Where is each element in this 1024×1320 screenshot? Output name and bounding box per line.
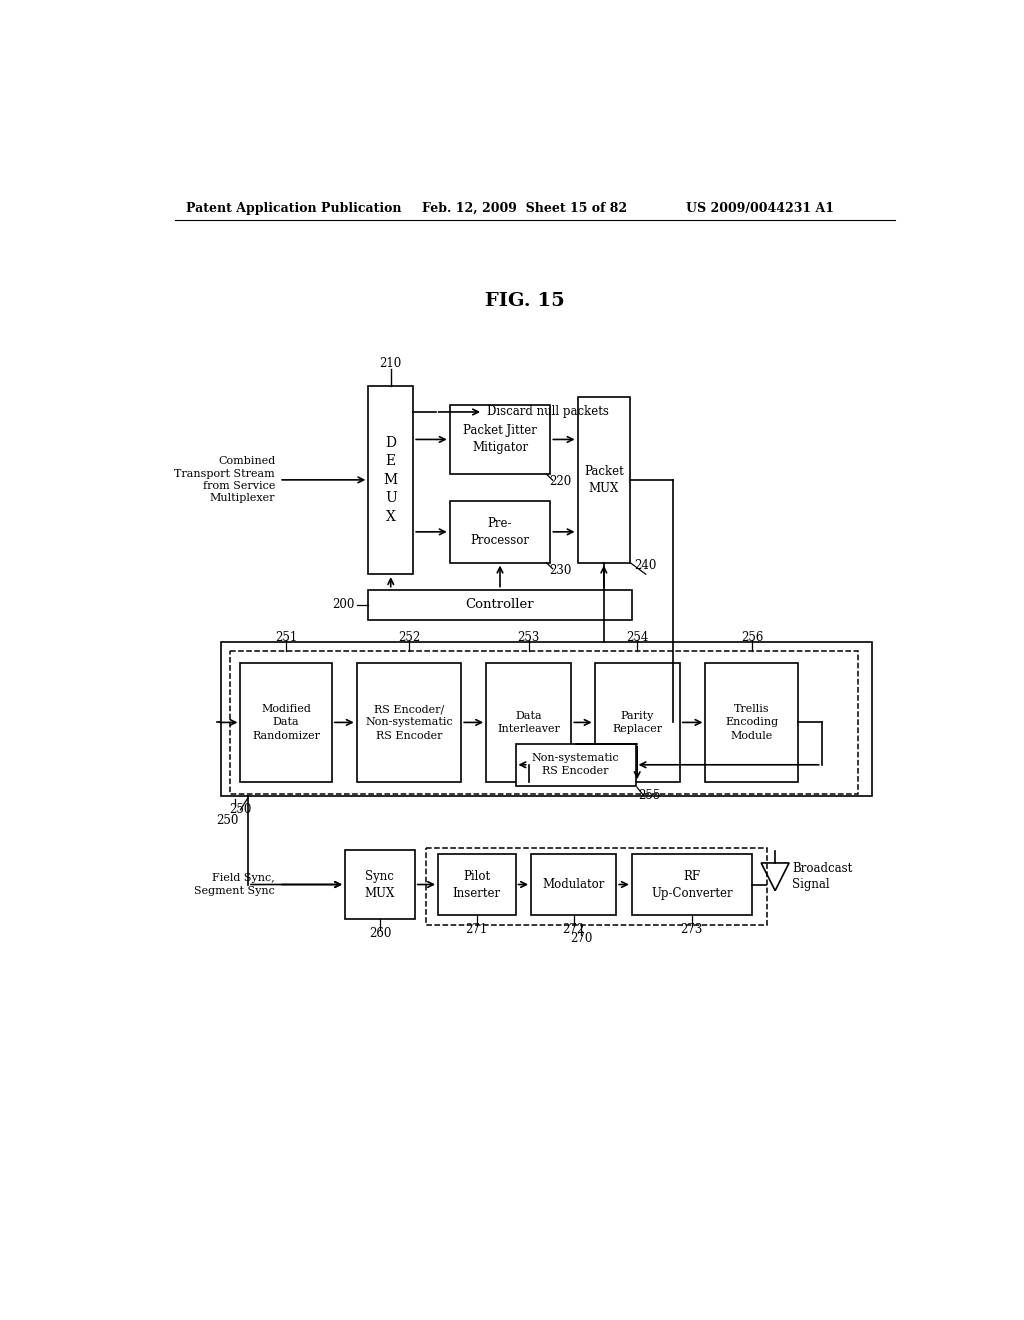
Text: 200: 200 [332,598,354,611]
Text: 230: 230 [549,564,571,577]
Bar [450,502,550,562]
Text: Patent Application Publication: Patent Application Publication [186,202,401,215]
Bar [221,642,872,796]
Bar [450,405,550,474]
Text: Feb. 12, 2009  Sheet 15 of 82: Feb. 12, 2009 Sheet 15 of 82 [423,202,628,215]
Bar [438,854,515,915]
Bar [241,663,332,781]
Text: Broadcast
Signal: Broadcast Signal [793,862,852,891]
Text: 253: 253 [517,631,540,644]
Text: 254: 254 [626,631,648,644]
Bar [632,854,752,915]
Text: 252: 252 [397,631,420,644]
Text: Packet
MUX: Packet MUX [584,465,624,495]
Bar [369,590,632,620]
Text: 272: 272 [562,923,585,936]
Text: Field Sync,
Segment Sync: Field Sync, Segment Sync [195,874,275,896]
Text: 220: 220 [549,475,571,488]
Bar [356,663,461,781]
Text: FIG. 15: FIG. 15 [485,292,564,310]
Text: Parity
Replacer: Parity Replacer [612,711,663,734]
Text: 271: 271 [466,923,487,936]
Text: 270: 270 [570,932,593,945]
Bar [515,743,636,785]
Text: 240: 240 [634,558,656,572]
Text: Packet Jitter
Mitigator: Packet Jitter Mitigator [463,425,537,454]
Text: 273: 273 [681,923,703,936]
Bar [531,854,616,915]
Text: 260: 260 [369,927,391,940]
Text: 250: 250 [216,814,239,828]
Text: Modified
Data
Randomizer: Modified Data Randomizer [252,705,321,741]
Text: 255: 255 [638,789,660,803]
Bar [595,663,680,781]
Bar [345,850,415,919]
Text: 250: 250 [228,804,251,816]
Bar [706,663,799,781]
Text: 210: 210 [380,358,401,371]
Text: Data
Interleaver: Data Interleaver [498,711,560,734]
Text: Discard null packets: Discard null packets [486,405,608,418]
Text: RF
Up-Converter: RF Up-Converter [651,870,732,899]
Text: Pilot
Inserter: Pilot Inserter [453,870,501,899]
Text: Combined
Transport Stream
from Service
Multiplexer: Combined Transport Stream from Service M… [174,457,275,503]
Text: RS Encoder/
Non-systematic
RS Encoder: RS Encoder/ Non-systematic RS Encoder [366,705,453,741]
Text: US 2009/0044231 A1: US 2009/0044231 A1 [686,202,834,215]
Text: Pre-
Processor: Pre- Processor [470,517,529,546]
Bar [369,385,414,574]
Bar [230,651,858,793]
Text: Trellis
Encoding
Module: Trellis Encoding Module [725,705,778,741]
Text: Non-systematic
RS Encoder: Non-systematic RS Encoder [531,754,620,776]
Text: 251: 251 [275,631,297,644]
Text: Controller: Controller [466,598,535,611]
Text: Modulator: Modulator [543,878,605,891]
Text: D
E
M
U
X: D E M U X [384,436,397,524]
Text: 256: 256 [740,631,763,644]
Bar [426,847,767,924]
Bar [486,663,571,781]
Bar [578,397,630,562]
Text: Sync
MUX: Sync MUX [365,870,395,899]
